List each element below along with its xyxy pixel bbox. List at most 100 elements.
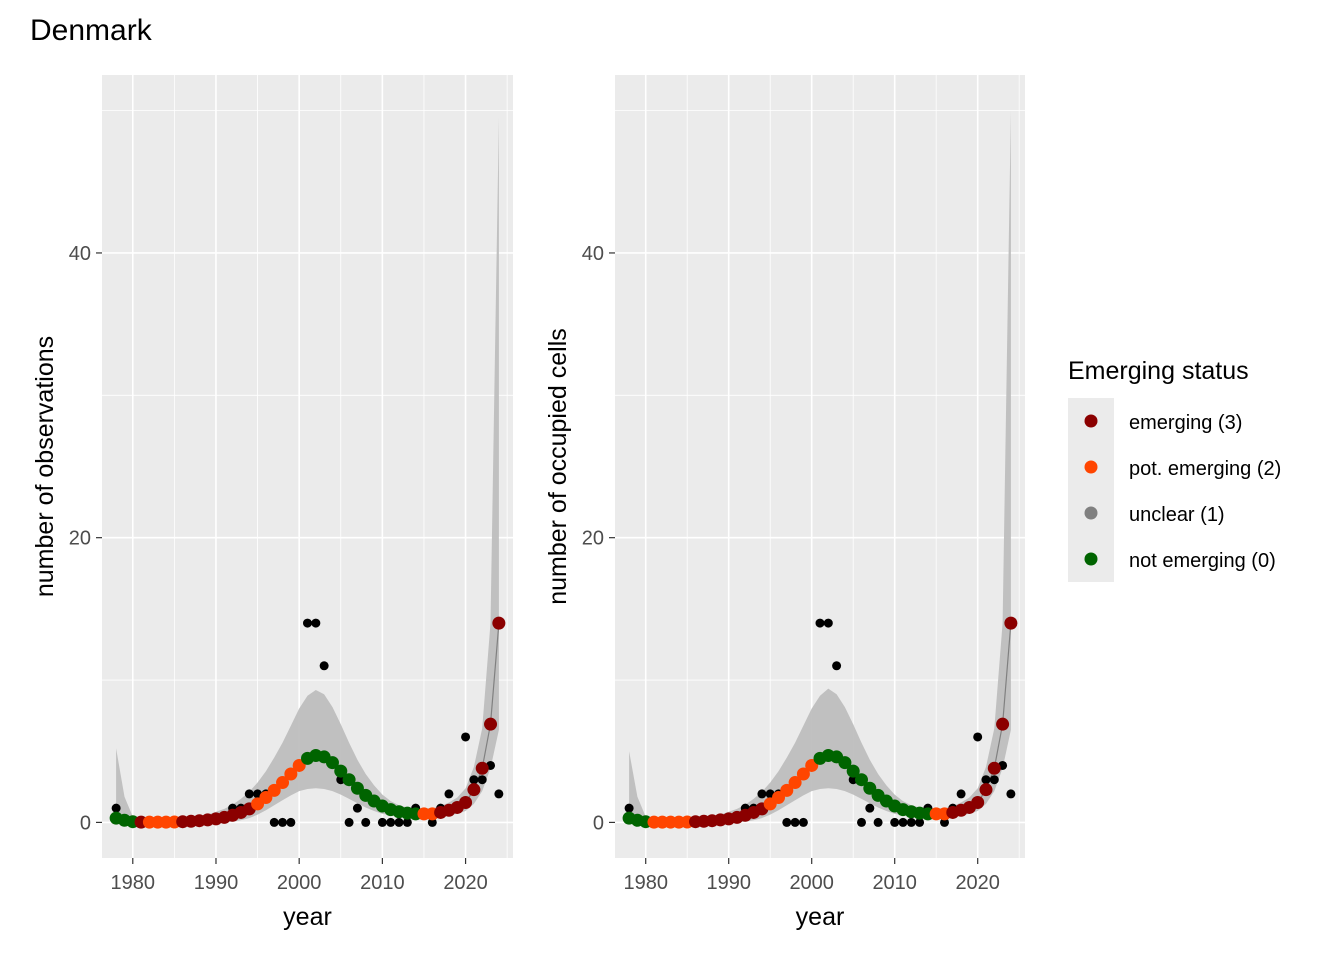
x-tick-label: 2010	[872, 872, 917, 894]
panel-2: 1980 1990 2000 2010 2020 0 20 40 year number of o…	[544, 75, 1025, 931]
trend-status-point	[267, 783, 281, 797]
y-axis-title: number of observations	[31, 336, 59, 597]
observed-point	[815, 618, 825, 628]
observed-point	[823, 618, 833, 628]
trend-status-point	[996, 717, 1010, 731]
x-tick-label: 1980	[111, 872, 156, 894]
legend: Emerging status emerging (3) pot. emergin…	[1068, 357, 1281, 582]
observed-point	[477, 775, 487, 785]
x-tick-label: 1990	[194, 872, 239, 894]
observed-point	[494, 789, 504, 799]
observed-point	[427, 817, 437, 827]
trend-status-point	[971, 795, 985, 809]
y-tick-label: 0	[80, 812, 91, 834]
trend-status-point	[276, 776, 290, 790]
observed-point	[1006, 789, 1016, 799]
legend-key-3	[1084, 414, 1098, 428]
observed-point	[394, 817, 404, 827]
observed-point	[782, 817, 792, 827]
observed-point	[286, 817, 296, 827]
observed-point	[269, 817, 279, 827]
panel-1: 1980 1990 2000 2010 2020 0 20 40 year number of o…	[31, 75, 513, 931]
trend-status-point	[854, 773, 868, 787]
x-tick-label: 1990	[706, 872, 751, 894]
observed-point	[111, 803, 121, 813]
observed-point	[402, 817, 412, 827]
legend-key-2	[1084, 460, 1098, 474]
x-tick-label: 2000	[789, 872, 834, 894]
observed-point	[303, 618, 312, 628]
observed-point	[873, 817, 883, 827]
trend-status-point	[459, 795, 473, 809]
observed-point	[832, 661, 842, 671]
trend-status-point	[342, 773, 356, 787]
trend-status-point	[467, 783, 481, 797]
chart-title: Denmark	[30, 14, 153, 47]
observed-point	[798, 817, 808, 827]
observed-point	[244, 789, 254, 799]
trend-status-point	[796, 767, 810, 781]
x-axis-title: year	[283, 903, 332, 931]
legend-label-2: pot. emerging (2)	[1129, 458, 1281, 480]
trend-status-point	[979, 783, 993, 797]
y-tick-label: 20	[582, 528, 604, 550]
observed-point	[981, 775, 991, 785]
legend-title: Emerging status	[1068, 357, 1249, 385]
legend-items: emerging (3) pot. emerging (2) unclear (1)…	[1084, 412, 1281, 572]
legend-label-1: unclear (1)	[1129, 504, 1225, 526]
observed-point	[344, 817, 354, 827]
x-tick-label: 2000	[277, 872, 322, 894]
y-axis-title: number of occupied cells	[544, 328, 572, 605]
panels: 1980 1990 2000 2010 2020 0 20 40 year number of o…	[31, 75, 1025, 931]
y-tick-label: 40	[582, 243, 604, 265]
observed-point	[386, 817, 396, 827]
observed-point	[278, 817, 288, 827]
x-tick-label: 2010	[360, 872, 405, 894]
x-axis-title: year	[796, 903, 845, 931]
legend-key-0	[1084, 552, 1098, 566]
x-tick-label: 1980	[623, 872, 668, 894]
observed-point	[865, 803, 875, 813]
trend-status-point	[284, 767, 298, 781]
observed-point	[352, 803, 362, 813]
observed-point	[915, 817, 925, 827]
trend-status-point	[780, 783, 794, 797]
observed-point	[461, 732, 471, 742]
legend-key-background	[1068, 398, 1114, 582]
observed-point	[790, 817, 800, 827]
trend-status-point	[838, 756, 852, 770]
observed-point	[624, 803, 634, 813]
observed-point	[311, 618, 321, 628]
legend-key-1	[1084, 506, 1098, 520]
legend-label-3: emerging (3)	[1129, 412, 1242, 434]
trend-status-point	[475, 761, 489, 775]
observed-point	[469, 775, 479, 785]
observed-point	[319, 661, 329, 671]
observed-point	[956, 789, 966, 799]
trend-status-point	[846, 764, 860, 778]
observed-point	[757, 789, 767, 799]
trend-status-point	[325, 756, 339, 770]
observed-point	[906, 817, 916, 827]
observed-point	[361, 817, 371, 827]
y-tick-label: 40	[69, 243, 91, 265]
legend-label-0: not emerging (0)	[1129, 550, 1276, 572]
observed-point	[973, 732, 983, 742]
trend-status-point	[1004, 616, 1018, 630]
trend-status-point	[788, 776, 802, 790]
x-tick-label: 2020	[443, 872, 488, 894]
observed-point	[444, 789, 454, 799]
y-tick-label: 0	[593, 812, 604, 834]
trend-status-point	[334, 764, 348, 778]
observed-point	[890, 817, 900, 827]
trend-status-point	[987, 761, 1001, 775]
observed-point	[939, 817, 949, 827]
observed-point	[377, 817, 387, 827]
observed-point	[856, 817, 866, 827]
trend-status-point	[492, 616, 506, 630]
observed-point	[898, 817, 908, 827]
trend-status-point	[484, 717, 498, 731]
y-tick-label: 20	[69, 528, 91, 550]
